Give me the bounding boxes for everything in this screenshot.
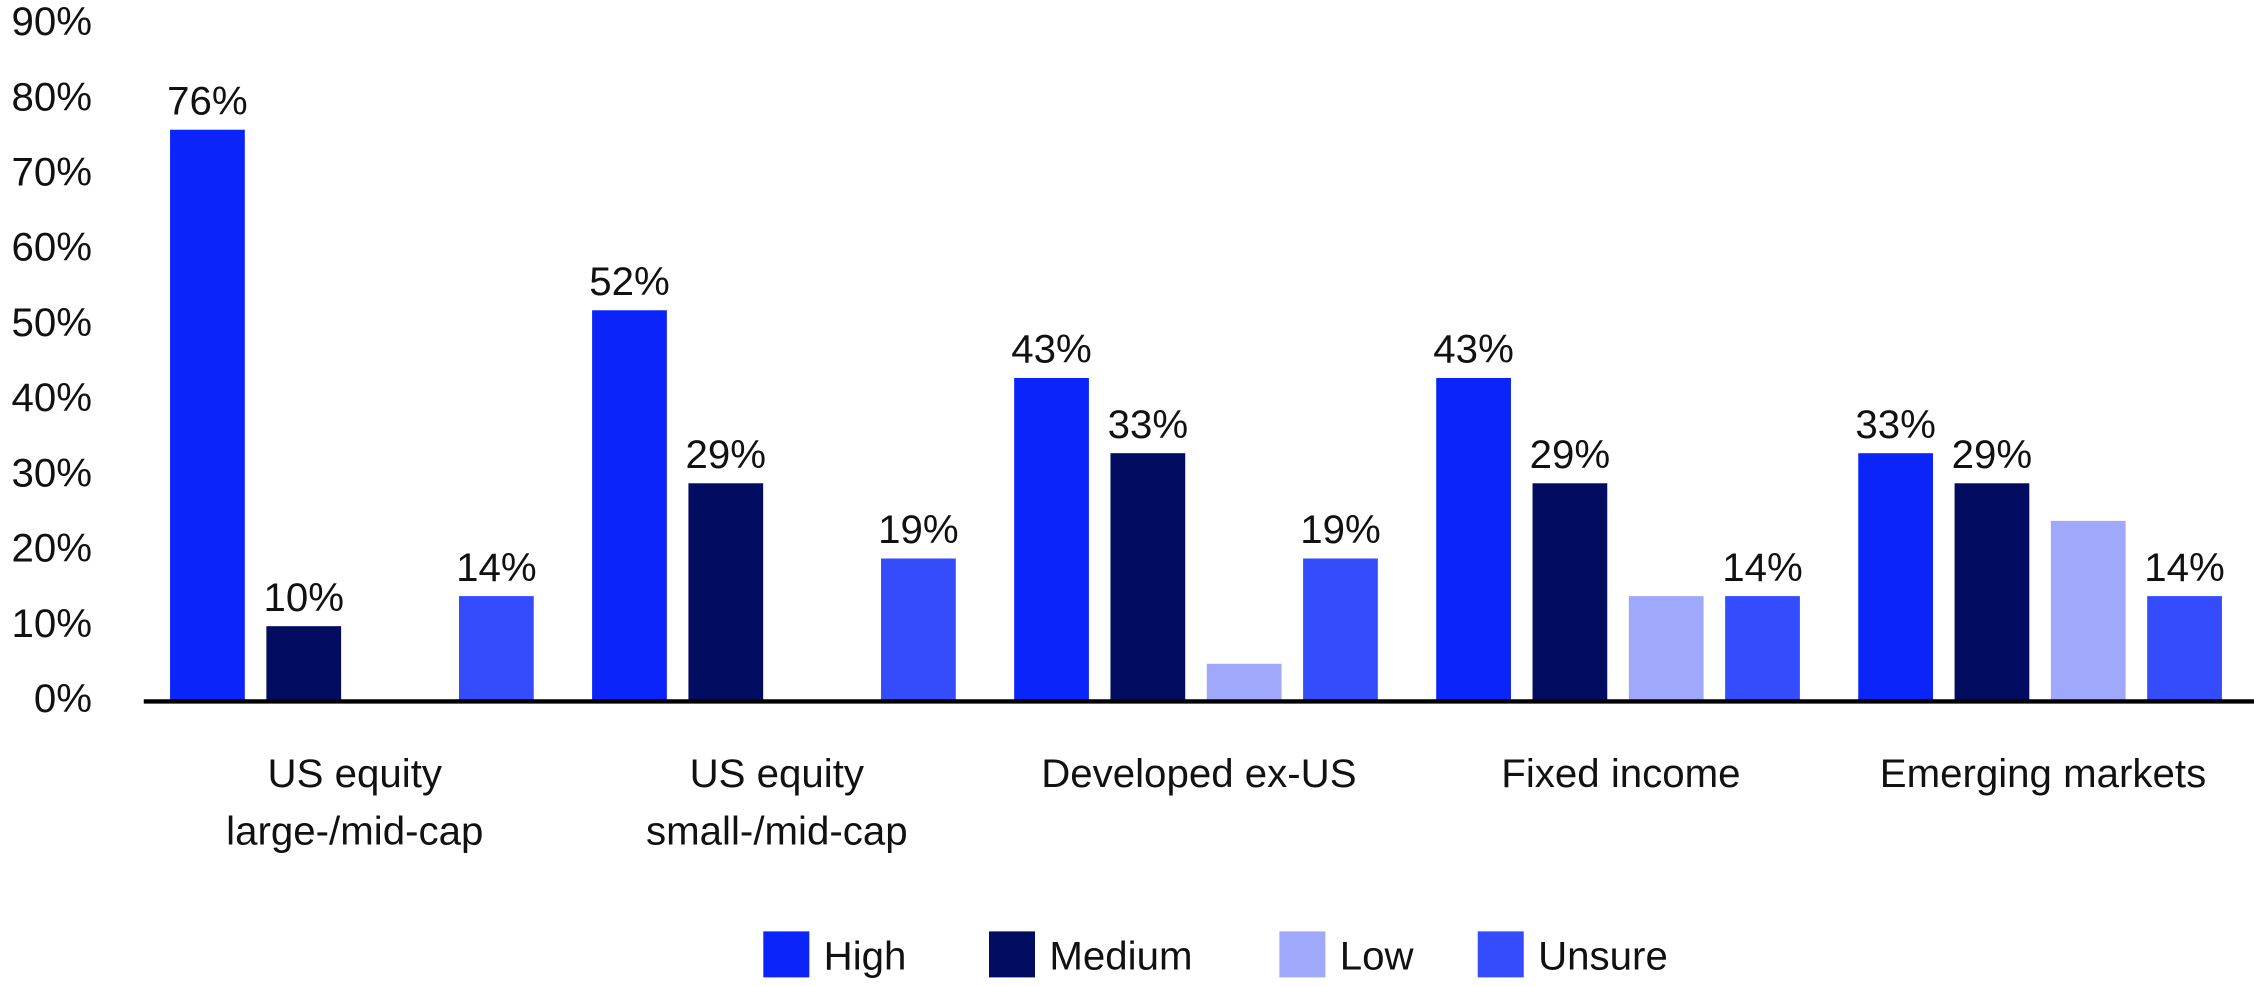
bar	[1532, 483, 1608, 702]
x-tick-label: US equity small-/mid-cap	[646, 751, 908, 853]
bar	[2147, 596, 2222, 702]
bar	[1954, 483, 2030, 702]
y-tick-label: 50%	[11, 300, 92, 345]
data-label: 19%	[1300, 507, 1381, 552]
legend-label: Unsure	[1538, 933, 1668, 978]
data-label: 10%	[263, 575, 344, 620]
legend-swatch	[989, 931, 1035, 978]
bar	[881, 558, 956, 702]
y-tick-label: 80%	[11, 74, 92, 119]
data-label: 14%	[1722, 545, 1803, 590]
data-label: 76%	[167, 78, 248, 123]
bar	[1725, 596, 1800, 702]
bar	[1014, 377, 1089, 702]
bar	[2050, 520, 2126, 702]
bar	[266, 626, 342, 702]
data-label: 52%	[589, 259, 670, 304]
x-tick-label: Emerging markets	[1880, 751, 2206, 796]
legend-label: Medium	[1049, 933, 1192, 978]
x-tick-label: Fixed income	[1501, 751, 1740, 796]
data-label: 19%	[878, 507, 959, 552]
legend-label: Low	[1340, 933, 1415, 978]
y-tick-label: 40%	[11, 375, 92, 420]
y-tick-label: 0%	[34, 676, 92, 721]
y-tick-label: 60%	[11, 225, 92, 270]
y-tick-label: 20%	[11, 526, 92, 571]
data-label: 29%	[686, 432, 767, 477]
bar	[458, 596, 534, 702]
x-tick-label: Developed ex-US	[1041, 751, 1356, 796]
data-label: 14%	[2144, 545, 2225, 590]
data-label: 14%	[456, 545, 537, 590]
y-tick-label: 30%	[11, 450, 92, 495]
bar	[1110, 453, 1186, 702]
x-tick-label: US equity large-/mid-cap	[226, 751, 483, 853]
bar	[688, 483, 764, 702]
bar	[1436, 377, 1511, 702]
data-label: 33%	[1108, 402, 1189, 447]
y-tick-label: 90%	[11, 0, 92, 44]
bar	[592, 310, 667, 702]
y-tick-label: 70%	[11, 150, 92, 195]
legend-swatch	[1279, 931, 1326, 978]
data-label: 33%	[1855, 402, 1936, 447]
legend-swatch	[1477, 931, 1524, 978]
bar	[1303, 558, 1378, 702]
data-label: 29%	[1530, 432, 1611, 477]
legend-label: High	[824, 933, 907, 978]
legend-swatch	[763, 931, 810, 978]
data-label: 29%	[1952, 432, 2033, 477]
bar	[1206, 663, 1282, 702]
data-label: 43%	[1011, 327, 1092, 372]
data-label: 43%	[1433, 327, 1514, 372]
bar	[1858, 453, 1934, 702]
y-tick-label: 10%	[11, 601, 92, 646]
bar	[170, 129, 245, 702]
bar	[1628, 596, 1704, 702]
